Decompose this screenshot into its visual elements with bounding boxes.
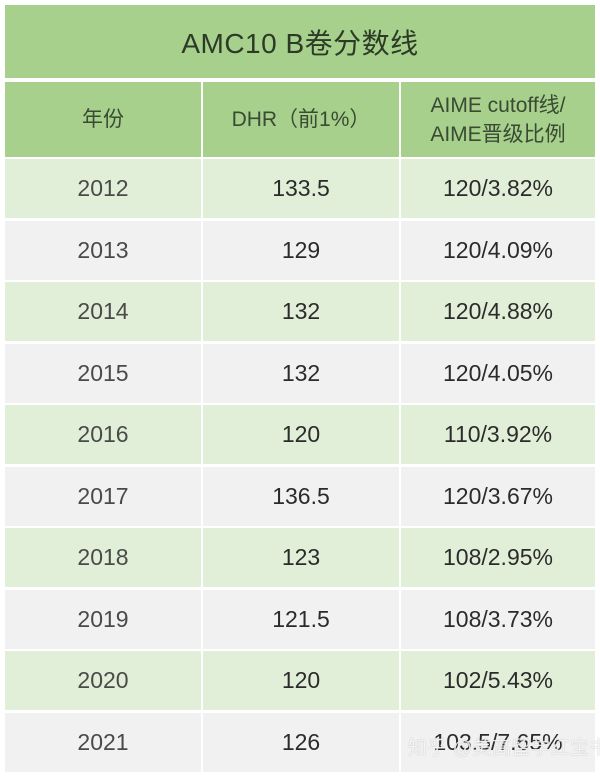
table-row: 2016 120 110/3.92% [5,405,595,464]
score-table: AMC10 B卷分数线 年份 DHR（前1%） AIME cutoff线/ AI… [5,5,595,774]
dhr-cell: 132 [203,344,399,403]
dhr-cell: 121.5 [203,590,399,649]
table-row: 2014 132 120/4.88% [5,282,595,341]
year-cell: 2019 [5,590,201,649]
header-aime-line1: AIME cutoff线/ [430,91,565,120]
table-title: AMC10 B卷分数线 [5,5,595,78]
aime-cell: 120/3.82% [401,159,595,218]
year-cell: 2021 [5,713,201,772]
aime-cell: 110/3.92% [401,405,595,464]
year-cell: 2018 [5,528,201,587]
year-cell: 2014 [5,282,201,341]
dhr-cell: 129 [203,221,399,280]
aime-cell: 120/4.88% [401,282,595,341]
dhr-cell: 123 [203,528,399,587]
table-row: 2019 121.5 108/3.73% [5,590,595,649]
table-row: 2012 133.5 120/3.82% [5,159,595,218]
header-row: 年份 DHR（前1%） AIME cutoff线/ AIME晋级比例 [5,82,595,157]
header-aime-line2: AIME晋级比例 [430,120,565,149]
table-row: 2015 132 120/4.05% [5,344,595,403]
aime-cell: 102/5.43% [401,651,595,710]
table-row: 2013 129 120/4.09% [5,221,595,280]
aime-cell: 120/3.67% [401,467,595,526]
year-cell: 2017 [5,467,201,526]
watermark: 知乎 @美高留学红宝书 [408,733,600,760]
aime-cell: 120/4.09% [401,221,595,280]
year-cell: 2015 [5,344,201,403]
table-row: 2017 136.5 120/3.67% [5,467,595,526]
aime-cell: 108/3.73% [401,590,595,649]
table-row: 2018 123 108/2.95% [5,528,595,587]
aime-cell: 108/2.95% [401,528,595,587]
dhr-cell: 120 [203,405,399,464]
year-cell: 2013 [5,221,201,280]
table-row: 2020 120 102/5.43% [5,651,595,710]
header-dhr: DHR（前1%） [203,82,399,157]
header-aime: AIME cutoff线/ AIME晋级比例 [401,82,595,157]
header-year: 年份 [5,82,201,157]
year-cell: 2020 [5,651,201,710]
dhr-cell: 136.5 [203,467,399,526]
aime-cell: 120/4.05% [401,344,595,403]
year-cell: 2012 [5,159,201,218]
year-cell: 2016 [5,405,201,464]
dhr-cell: 120 [203,651,399,710]
dhr-cell: 132 [203,282,399,341]
dhr-cell: 126 [203,713,399,772]
dhr-cell: 133.5 [203,159,399,218]
